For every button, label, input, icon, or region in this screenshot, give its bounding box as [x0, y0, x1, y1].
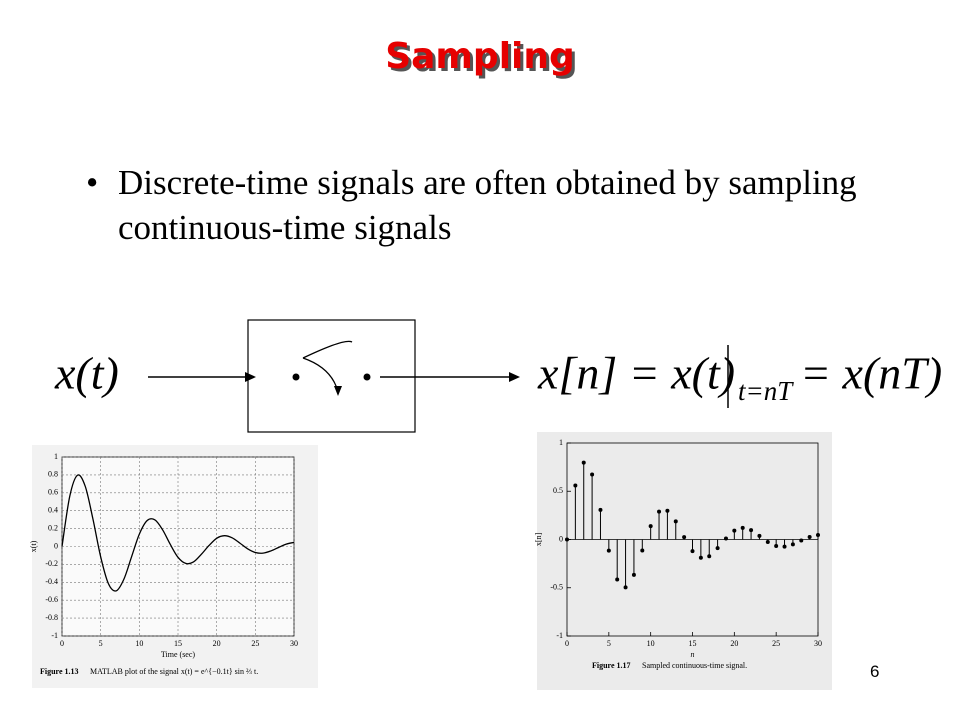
sampler-box — [247, 319, 416, 433]
equation-subscript: t=nT — [738, 376, 794, 406]
y-tick-label: 0 — [54, 541, 58, 550]
x-tick-label: 25 — [251, 639, 259, 648]
stem-dot — [698, 555, 703, 560]
y-axis-label: x(t) — [29, 540, 38, 552]
caption-number: Figure 1.13 — [40, 667, 79, 676]
arrow-head — [509, 372, 520, 382]
x-tick-label: 30 — [290, 639, 298, 648]
stem-dot — [631, 572, 636, 577]
stem-dot — [673, 519, 678, 524]
stem-dot — [790, 542, 795, 547]
stem-dot — [565, 537, 569, 542]
page-number: 6 — [870, 662, 880, 681]
y-tick-label: -1 — [51, 631, 58, 640]
stem-dot — [598, 507, 603, 512]
y-tick-label: 0.6 — [48, 488, 58, 497]
caption: Sampled continuous-time signal. — [642, 661, 747, 670]
stem-dot — [749, 528, 754, 533]
stem-dot — [765, 540, 770, 545]
output-equation: x[n] = x(t) — [537, 348, 735, 399]
stem-dot — [615, 577, 620, 582]
input-signal: x(t) — [54, 348, 119, 399]
switch-lever — [302, 340, 353, 359]
x-tick-label: 20 — [213, 639, 221, 648]
x-tick-label: 0 — [565, 639, 569, 648]
stem-dot — [657, 509, 662, 514]
arrow-head — [245, 372, 256, 382]
y-tick-label: -0.4 — [45, 577, 58, 586]
stem-dot — [715, 546, 720, 551]
stem-dot — [690, 549, 695, 554]
stem-dot — [573, 483, 578, 488]
stem-dot — [740, 525, 745, 530]
y-tick-label: -0.2 — [45, 559, 58, 568]
y-axis-label: x[n] — [534, 533, 543, 547]
stem-dot — [723, 536, 728, 541]
y-tick-label: -1 — [556, 631, 563, 640]
stem-dot — [590, 472, 595, 477]
y-tick-label: 0 — [559, 534, 563, 543]
x-tick-label: 10 — [647, 639, 655, 648]
bullet-text: Discrete-time signals are often obtained… — [118, 163, 857, 247]
switch-contact — [292, 373, 300, 381]
y-tick-label: 1 — [54, 452, 58, 461]
output-equation-rhs: = x(nT) — [800, 348, 942, 399]
caption-number: Figure 1.17 — [592, 661, 631, 670]
x-tick-label: 25 — [772, 639, 780, 648]
stem-dot — [707, 554, 712, 559]
x-tick-label: 20 — [730, 639, 738, 648]
signal-curve — [61, 474, 295, 592]
stem-dot — [640, 548, 645, 553]
y-tick-label: 0.5 — [553, 486, 563, 495]
caption: MATLAB plot of the signal x(t) = e^{−0.1… — [90, 667, 258, 676]
y-tick-label: 1 — [559, 438, 563, 447]
stem-dot — [799, 538, 804, 543]
slide-title: Sampling — [385, 36, 575, 77]
stem-dot — [648, 524, 653, 529]
arrow-head — [334, 386, 342, 396]
x-tick-label: 5 — [99, 639, 103, 648]
stem-dot — [774, 543, 779, 548]
y-tick-label: 0.2 — [48, 523, 58, 532]
x-tick-label: 15 — [689, 639, 697, 648]
stem-dot — [623, 585, 628, 590]
x-tick-label: 15 — [174, 639, 182, 648]
y-tick-label: -0.5 — [550, 583, 563, 592]
y-tick-label: 0.8 — [48, 470, 58, 479]
x-axis-label: Time (sec) — [161, 650, 195, 659]
stem-dot — [732, 528, 737, 533]
x-tick-label: 0 — [60, 639, 64, 648]
stem-dot — [807, 534, 812, 539]
y-tick-label: -0.8 — [45, 613, 58, 622]
x-tick-label: 10 — [135, 639, 143, 648]
x-axis-label: n — [691, 650, 695, 659]
x-tick-label: 5 — [607, 639, 611, 648]
stem-dot — [665, 508, 670, 513]
stem-dot — [682, 535, 687, 540]
stem-dot — [606, 548, 611, 553]
switch-contact — [363, 373, 371, 381]
y-tick-label: 0.4 — [48, 506, 58, 515]
y-tick-label: -0.6 — [45, 595, 58, 604]
stem-dot — [581, 460, 586, 465]
bullet-dot: • — [86, 163, 99, 202]
x-tick-label: 30 — [814, 639, 822, 648]
switch-arc — [302, 357, 339, 393]
stem-dot — [816, 533, 820, 538]
stem-dot — [757, 533, 762, 538]
stem-dot — [782, 544, 787, 549]
